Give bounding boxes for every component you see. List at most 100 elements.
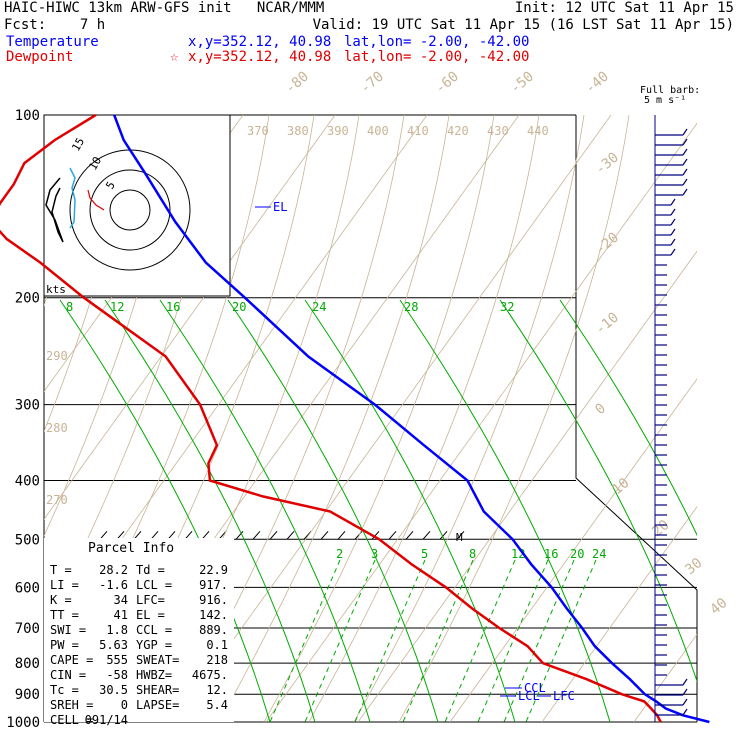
parcel-info-value: 091/14: [85, 713, 128, 727]
mixing-ratio-line: [402, 559, 474, 722]
theta-label: 410: [407, 124, 429, 138]
parcel-info-value: LI =: [50, 578, 79, 592]
parcel-info-value: 12.: [206, 683, 228, 697]
hatch-mark: [439, 530, 448, 540]
wind-barb-feather: [682, 708, 688, 716]
parcel-info-value: Tc =: [50, 683, 79, 697]
parcel-info-value: YGP =: [136, 638, 172, 652]
isotherm-line: [265, 122, 697, 722]
el-label: EL: [273, 200, 287, 214]
hodograph-ring: [89, 169, 171, 251]
temperature-profile: [113, 114, 710, 724]
barb-key-label: Full barb:: [640, 85, 701, 96]
theta-e-label: 32: [500, 300, 514, 314]
parcel-info-value: K =: [50, 593, 72, 607]
isotherm-tick-label: -50: [507, 69, 537, 98]
hatch-mark: [252, 530, 261, 540]
parcel-info-value: SREH =: [50, 698, 93, 712]
model-title: HAIC-HIWC 13km ARW-GFS init NCAR/MMM: [4, 0, 325, 16]
hatch-mark: [422, 530, 431, 540]
parcel-info-value: SWI =: [50, 623, 86, 637]
theta-label: 370: [247, 124, 269, 138]
wind-barb-feather: [682, 688, 688, 696]
hodograph-units-label: kts: [46, 283, 66, 296]
hodograph-ring-label: 15: [69, 136, 87, 154]
hatch-mark: [371, 530, 380, 540]
parcel-info-value: HWBZ=: [136, 668, 172, 682]
parcel-box-bg: [44, 538, 234, 722]
isotherm-line: [541, 506, 697, 722]
mixing-ratio-line: [503, 559, 575, 722]
pressure-tick-label: 100: [15, 108, 40, 124]
valid-time: Valid: 19 UTC Sat 11 Apr 15 (16 LST Sat …: [312, 17, 734, 33]
lcl-label: LCL: [518, 689, 540, 703]
mixing-ratio-label: 8: [469, 547, 476, 561]
isotherm-line: [726, 115, 740, 722]
theta-e-label: 28: [404, 300, 418, 314]
theta-label: 270: [46, 493, 68, 507]
pressure-tick-label: 900: [15, 687, 40, 703]
theta-label: 400: [367, 124, 389, 138]
parcel-info-value: 218: [206, 653, 228, 667]
wind-barb-feather: [682, 158, 688, 166]
dry-adiabat-line: [398, 115, 630, 722]
isotherm-tick-label: -10: [592, 310, 622, 339]
hodograph-ring-label: 10: [86, 155, 104, 173]
isotherm-tick-label: 0: [592, 400, 609, 418]
wind-barbs: [654, 115, 688, 722]
hodograph-trace-mid: [69, 167, 76, 229]
parcel-info-value: 22.9: [199, 563, 228, 577]
temperature-latlon: lat,lon= -2.00, -42.00: [344, 34, 530, 50]
init-time: Init: 12 UTC Sat 11 Apr 15: [514, 0, 734, 16]
theta-label: 420: [447, 124, 469, 138]
theta-e-label: 24: [312, 300, 326, 314]
isotherm-line: [449, 378, 697, 722]
moist-adiabat-line: [559, 299, 697, 537]
wind-barb-feather: [682, 138, 688, 146]
hatch-mark: [337, 530, 346, 540]
hatch-mark: [456, 530, 465, 540]
wind-barb-feather: [670, 218, 676, 226]
isotherm-tick-label: 10: [609, 475, 632, 498]
dry-adiabat-line: [263, 115, 495, 722]
mixing-ratio-lines: [269, 559, 597, 722]
isotherm-tick-label: -60: [432, 69, 462, 98]
parcel-info-value: CCL =: [136, 623, 172, 637]
theta-label: 430: [487, 124, 509, 138]
wind-barb-feather: [682, 188, 688, 196]
dewpoint-star-icon: ☆: [170, 49, 179, 65]
parcel-info-value: CAPE =: [50, 653, 93, 667]
wind-barb-feather: [670, 208, 676, 216]
pressure-tick-label: 800: [15, 656, 40, 672]
hatch-mark: [184, 530, 193, 540]
hatch-mark: [405, 530, 414, 540]
dry-adiabat-line: [353, 115, 585, 722]
hatch-mark: [303, 530, 312, 540]
parcel-info-value: T =: [50, 563, 72, 577]
moist-adiabat-line: [104, 299, 316, 722]
mixing-ratio-label: 24: [592, 547, 606, 561]
pressure-tick-label: 500: [15, 532, 40, 548]
mixing-ratio-line: [269, 559, 341, 722]
wind-barb-feather: [670, 238, 676, 246]
lfc-label: LFC: [553, 689, 575, 703]
theta-e-label: 12: [110, 300, 124, 314]
isotherm-line: [357, 250, 697, 722]
wind-barb-feather: [682, 178, 688, 186]
dewpoint-legend: Dewpoint: [6, 49, 74, 65]
parcel-info-value: LCL =: [136, 578, 172, 592]
isotherm-tick-label: -80: [282, 69, 312, 98]
moist-adiabat-line: [227, 299, 439, 722]
mixing-ratio-label: 2: [336, 547, 343, 561]
pressure-tick-label: 600: [15, 580, 40, 596]
parcel-info-value: -58: [106, 668, 128, 682]
mixing-ratio-label: 3: [371, 547, 378, 561]
dry-adiabat-line: [308, 115, 540, 722]
wind-barb-feather: [682, 168, 688, 176]
mixing-ratio-line: [444, 559, 516, 722]
isotherm-tick-label: -40: [582, 69, 612, 98]
mixing-ratio-label: 16: [544, 547, 558, 561]
parcel-info-value: PW =: [50, 638, 79, 652]
